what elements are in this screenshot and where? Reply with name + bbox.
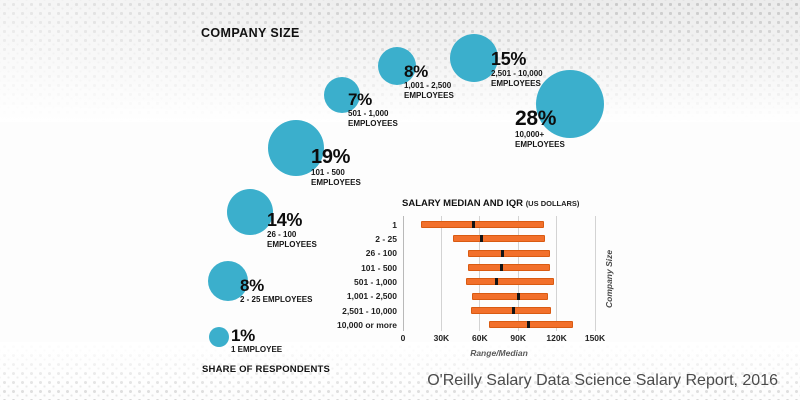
grid-line xyxy=(594,216,596,331)
x-tick-label: 0 xyxy=(400,333,406,343)
bubble-sublabel: EMPLOYEES xyxy=(515,140,565,149)
category-label: 2,501 - 10,000 xyxy=(342,305,397,316)
bubble-percent: 19% xyxy=(311,146,351,168)
bubble-sublabel: 1,001 - 2,500 xyxy=(404,81,452,90)
range-bar xyxy=(468,249,551,257)
bubble-circle xyxy=(324,77,360,113)
category-label: 501 - 1,000 xyxy=(353,276,397,287)
bubble-sublabel: EMPLOYEES xyxy=(311,178,361,187)
category-label: 2 - 25 xyxy=(375,233,397,244)
bubble-percent: 8% xyxy=(240,276,264,295)
bubble-sublabel: EMPLOYEES xyxy=(404,91,454,100)
bubble-circle xyxy=(209,327,229,347)
page-title: COMPANY SIZE xyxy=(201,26,300,40)
range-bar xyxy=(465,278,555,286)
bubble-circle xyxy=(450,34,498,82)
bubble-label: 8% 1,001 - 2,500 EMPLOYEES xyxy=(404,63,454,100)
category-label: 26 - 100 xyxy=(365,248,397,259)
range-bar xyxy=(452,235,546,243)
bubble-sublabel: 2 - 25 EMPLOYEES xyxy=(240,295,313,304)
bubble-circle xyxy=(536,70,604,138)
bubble-sublabel: EMPLOYEES xyxy=(267,240,317,249)
bubble-label: 19% 101 - 500 EMPLOYEES xyxy=(311,147,361,187)
category-label: 1,001 - 2,500 xyxy=(346,291,397,302)
bubble-circle xyxy=(378,47,416,85)
median-marker xyxy=(471,221,475,229)
bubble-sublabel: 26 - 100 xyxy=(267,230,297,239)
range-bar xyxy=(472,292,548,300)
bubble-sublabel: 101 - 500 xyxy=(311,168,345,177)
salary-bar-chart: SALARY MEDIAN AND IQR (US DOLLARS) 1 2 - … xyxy=(336,196,630,368)
bubble-label: 15% 2,501 - 10,000 EMPLOYEES xyxy=(491,50,543,88)
median-marker xyxy=(479,235,483,243)
bubble-sublabel: 10,000+ xyxy=(515,130,545,139)
range-bar xyxy=(468,264,551,272)
halftone-dots-bottom xyxy=(0,342,800,400)
range-bar xyxy=(470,307,552,315)
median-marker xyxy=(511,307,515,315)
grid-line xyxy=(556,216,558,331)
bubble-percent: 15% xyxy=(491,49,527,69)
bubble-label: 7% 501 - 1,000 EMPLOYEES xyxy=(348,91,398,128)
median-marker xyxy=(526,321,530,329)
bubble-sublabel: 2,501 - 10,000 xyxy=(491,69,543,78)
grid-line xyxy=(479,216,481,331)
x-tick-label: 90K xyxy=(510,333,526,343)
bubble-percent: 28% xyxy=(515,107,557,130)
bubble-percent: 1% xyxy=(231,326,255,345)
bubble-percent: 14% xyxy=(267,210,303,230)
bar-chart-plot-area: 0 30K 60K 90K 120K 150K xyxy=(401,216,605,343)
bubble-circle xyxy=(227,189,273,235)
grid-line xyxy=(402,216,404,331)
x-tick-label: 120K xyxy=(546,333,567,343)
source-credit: O'Reilly Salary Data Science Salary Repo… xyxy=(427,372,778,389)
median-marker xyxy=(500,264,504,272)
bar-chart-title-text: SALARY MEDIAN AND IQR xyxy=(402,198,524,209)
category-label: 1 xyxy=(392,219,397,230)
bubble-label: 28% 10,000+ EMPLOYEES xyxy=(515,108,565,149)
grid-line xyxy=(517,216,519,331)
bubble-label: 1% 1 EMPLOYEE xyxy=(231,327,282,354)
bar-chart-title: SALARY MEDIAN AND IQR (US DOLLARS) xyxy=(402,198,579,209)
median-marker xyxy=(494,278,498,286)
x-tick-label: 30K xyxy=(433,333,450,343)
range-bar xyxy=(420,221,544,229)
bubble-label: 8% 2 - 25 EMPLOYEES xyxy=(240,277,312,304)
median-marker xyxy=(501,249,505,257)
bubble-percent: 7% xyxy=(348,90,372,109)
median-marker xyxy=(516,292,520,300)
bubble-circle xyxy=(268,120,324,176)
share-of-respondents-label: SHARE OF RESPONDENTS xyxy=(202,364,331,375)
category-label: 10,000 or more xyxy=(336,319,397,330)
bar-chart-title-unit: (US DOLLARS) xyxy=(525,199,580,208)
bar-chart-category-axis: 1 2 - 25 26 - 100 101 - 500 501 - 1,000 1,001… xyxy=(336,196,400,341)
bubble-circle xyxy=(208,261,248,301)
bubble-sublabel: 1 EMPLOYEE xyxy=(231,345,283,354)
x-tick-label: 150K xyxy=(584,333,606,343)
range-bar xyxy=(488,321,574,329)
bubble-sublabel: 501 - 1,000 xyxy=(348,109,389,118)
bar-chart-x-axis-label: Range/Median xyxy=(470,348,528,358)
category-label: 101 - 500 xyxy=(361,262,397,273)
x-tick-label: 60K xyxy=(472,333,488,343)
bubble-label: 14% 26 - 100 EMPLOYEES xyxy=(267,211,317,249)
bar-chart-y-axis-label: Company Size xyxy=(604,249,614,308)
bubble-percent: 8% xyxy=(404,62,428,81)
bubble-sublabel: EMPLOYEES xyxy=(348,119,398,128)
grid-line xyxy=(440,216,442,331)
bubble-sublabel: EMPLOYEES xyxy=(491,79,541,88)
